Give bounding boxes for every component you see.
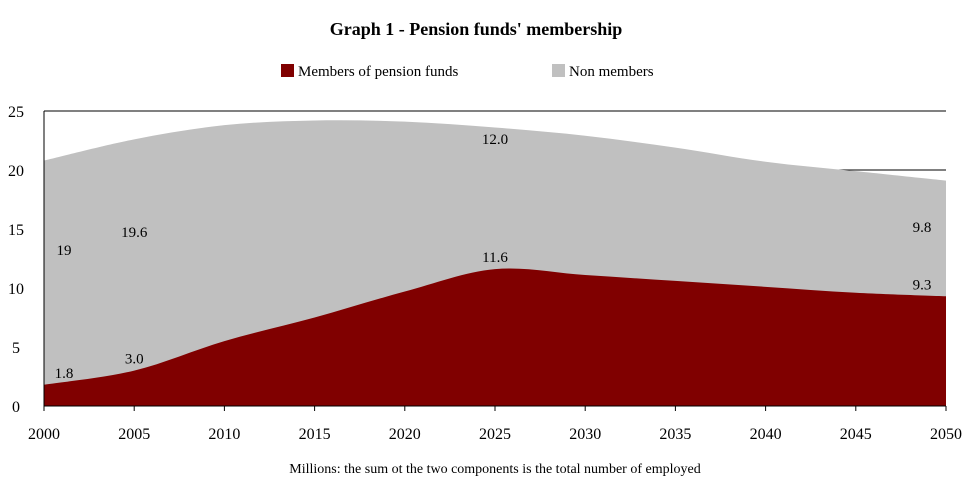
x-tick-label-2050: 2050 bbox=[930, 426, 962, 443]
y-tick-label-15: 15 bbox=[8, 222, 24, 239]
y-tick-label-0: 0 bbox=[12, 399, 20, 416]
y-tick-label-10: 10 bbox=[8, 281, 24, 298]
y-tick-label-25: 25 bbox=[8, 104, 24, 121]
x-tick-label-2015: 2015 bbox=[299, 426, 331, 443]
data-label-non-members-2050: 9.8 bbox=[913, 220, 932, 236]
legend: Members of pension funds Non members bbox=[281, 64, 654, 80]
chart-title: Graph 1 - Pension funds' membership bbox=[330, 19, 623, 39]
legend-label-non-members: Non members bbox=[569, 64, 654, 80]
x-tick-label-2025: 2025 bbox=[479, 426, 511, 443]
data-label-non-members-2005: 19.6 bbox=[121, 225, 148, 241]
axes bbox=[43, 111, 947, 411]
data-label-members-2005: 3.0 bbox=[125, 352, 144, 368]
data-label-members-2025: 11.6 bbox=[482, 250, 508, 266]
legend-swatch-non-members bbox=[552, 64, 565, 77]
area-members-of-pension-funds bbox=[44, 268, 946, 406]
legend-label-members: Members of pension funds bbox=[298, 64, 459, 80]
x-tick-label-2020: 2020 bbox=[389, 426, 421, 443]
x-tick-label-2000: 2000 bbox=[28, 426, 60, 443]
data-label-non-members-2025: 12.0 bbox=[482, 132, 508, 148]
x-tick-label-2030: 2030 bbox=[569, 426, 601, 443]
y-tick-label-20: 20 bbox=[8, 163, 24, 180]
x-tick-label-2005: 2005 bbox=[118, 426, 150, 443]
plot-areas bbox=[44, 120, 946, 406]
data-label-members-2000: 1.8 bbox=[55, 366, 74, 382]
data-label-members-2050: 9.3 bbox=[913, 277, 932, 293]
chart-note: Millions: the sum ot the two components … bbox=[289, 462, 700, 477]
tick-labels: 2000 2005 2010 2015 2020 2025 2030 2035 2040 2045… bbox=[8, 104, 962, 443]
data-labels: 1.8 3.0 11.6 9.3 19 19.6 12.0 9.8 bbox=[55, 132, 932, 382]
x-tick-label-2035: 2035 bbox=[659, 426, 691, 443]
data-label-non-members-2000: 19 bbox=[57, 243, 72, 259]
x-tick-label-2010: 2010 bbox=[208, 426, 240, 443]
y-tick-label-5: 5 bbox=[12, 340, 20, 357]
x-tick-label-2045: 2045 bbox=[840, 426, 872, 443]
legend-swatch-members bbox=[281, 64, 294, 77]
x-tick-label-2040: 2040 bbox=[750, 426, 782, 443]
